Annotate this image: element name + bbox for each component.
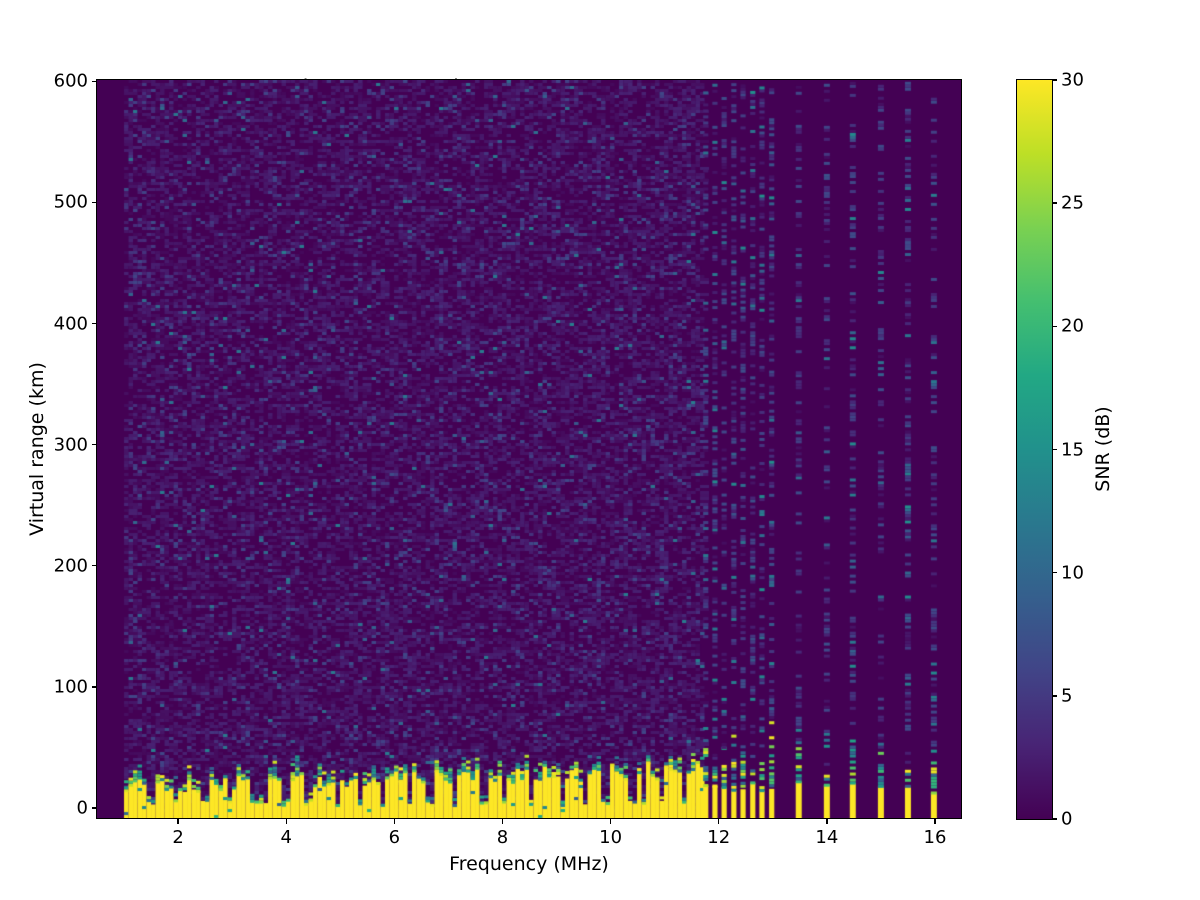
x-axis-label: Frequency (MHz) (449, 853, 609, 875)
x-tick-label: 12 (707, 827, 731, 848)
x-tick (501, 819, 504, 824)
colorbar-tick-label: 10 (1061, 562, 1084, 584)
x-tick-label: 8 (496, 827, 509, 848)
y-tick (92, 565, 97, 567)
y-tick-label: 500 (53, 191, 88, 213)
colorbar-tick (1052, 818, 1057, 820)
y-tick-label: 600 (53, 70, 88, 92)
colorbar-tick (1052, 695, 1057, 697)
x-tick (177, 819, 179, 824)
colorbar-tick (1052, 79, 1057, 81)
x-tick-label: 16 (923, 827, 947, 848)
colorbar-tick (1052, 571, 1057, 574)
y-tick-label: 100 (53, 676, 88, 698)
x-tick-label: 14 (815, 827, 839, 848)
y-tick (92, 807, 97, 809)
x-tick (393, 819, 396, 824)
colorbar-tick-label: 5 (1061, 685, 1073, 707)
colorbar-tick (1052, 325, 1057, 328)
x-tick (826, 819, 828, 824)
x-tick (934, 819, 936, 824)
y-tick-label: 400 (53, 313, 88, 334)
y-tick-label: 0 (76, 797, 88, 819)
colorbar-tick-label: 15 (1061, 439, 1084, 460)
x-tick-label: 4 (280, 827, 292, 848)
x-tick-label: 2 (172, 827, 184, 848)
colorbar-tick-label: 20 (1061, 315, 1084, 337)
colorbar-label: SNR (dB) (1092, 406, 1114, 492)
y-tick (92, 443, 97, 446)
y-tick (92, 80, 97, 82)
x-tick (609, 819, 612, 824)
colorbar (1016, 79, 1053, 820)
x-tick (718, 819, 720, 824)
colorbar-tick-label: 0 (1061, 808, 1073, 830)
x-tick-label: 6 (388, 827, 401, 848)
y-tick-label: 300 (53, 434, 88, 456)
y-tick-label: 200 (53, 555, 88, 577)
x-tick-label: 10 (599, 827, 623, 848)
x-tick (285, 819, 287, 824)
y-tick (92, 686, 97, 688)
colorbar-tick-label: 25 (1061, 192, 1084, 214)
y-tick (92, 322, 97, 325)
colorbar-tick-label: 30 (1061, 69, 1084, 91)
y-tick (92, 201, 97, 204)
colorbar-tick (1052, 448, 1057, 451)
ionogram-heatmap (97, 80, 962, 819)
colorbar-tick (1052, 202, 1057, 204)
